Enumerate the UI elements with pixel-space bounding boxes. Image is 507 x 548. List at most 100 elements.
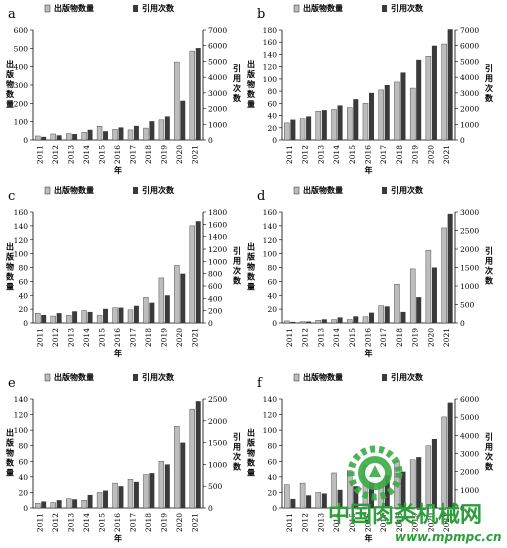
y-tick-label-left: 180	[263, 26, 278, 35]
x-axis-title: 年	[365, 348, 373, 358]
bar-pub-2019	[409, 87, 416, 141]
bar-cite-2011	[290, 498, 296, 508]
x-tick-label: 2021	[190, 513, 199, 532]
x-tick-label: 2017	[128, 328, 137, 347]
bar-cite-2020	[180, 273, 186, 323]
x-tick-label: 2013	[67, 513, 76, 532]
bar-cite-2019	[164, 464, 170, 508]
bar-pub-2021	[189, 225, 195, 324]
y-tick-label-right: 5000	[208, 57, 227, 66]
bar-cite-2019	[416, 457, 422, 508]
legend-swatch-pub	[293, 186, 300, 195]
bar-pub-2019	[158, 119, 165, 141]
y-tick-label-left: 100	[14, 250, 29, 259]
x-tick-label: 2021	[190, 328, 199, 347]
bar-pub-2012	[50, 133, 56, 141]
bar-pub-2015	[96, 126, 103, 141]
bar-pub-2011	[35, 313, 41, 324]
bar-pub-2019	[409, 459, 416, 509]
y-tick-label-right: 400	[208, 294, 223, 303]
bar-cite-2014	[337, 105, 343, 140]
bar-pub-2014	[331, 472, 337, 509]
bar-cite-2021	[447, 402, 453, 508]
watermark-text-cn: 中国肉类机械网	[328, 503, 482, 528]
y-tick-label-right: 0	[208, 504, 213, 513]
y-tick-label-right: 1000	[460, 282, 479, 291]
y-tick-label-left: 60	[267, 277, 277, 286]
bar-cite-2012	[306, 495, 312, 508]
bar-pub-2018	[394, 283, 400, 324]
y-axis-title-right: 引用次数	[232, 246, 242, 286]
x-tick-label: 2019	[159, 145, 168, 164]
x-tick-label: 2018	[395, 145, 404, 164]
x-tick-label: 2014	[82, 328, 91, 347]
y-tick-label-left: 100	[263, 75, 278, 84]
bar-cite-2015	[353, 486, 359, 508]
panel-letter: c	[8, 189, 15, 204]
y-tick-label-right: 5000	[460, 413, 479, 422]
bar-cite-2017	[384, 306, 390, 323]
panel-letter: e	[8, 376, 16, 391]
watermark-url: www.mpmpc.cn	[395, 530, 502, 544]
x-tick-label: 2011	[285, 513, 294, 532]
y-tick-label-right: 1000	[208, 120, 227, 129]
y-tick-label-right: 6000	[460, 42, 479, 51]
x-tick-label: 2020	[426, 145, 435, 164]
legend-label-pub: 出版物数量	[303, 372, 343, 382]
x-tick-label: 2015	[98, 145, 107, 164]
y-tick-label-left: 300	[14, 81, 29, 90]
chart-panel-c: c 出版物数量 引用次数020406080100120140160020040060…	[5, 185, 242, 358]
bar-pub-2013	[315, 111, 322, 141]
y-tick-label-left: 100	[263, 426, 278, 435]
bar-pub-2020	[174, 265, 180, 324]
y-tick-label-left: 100	[263, 250, 278, 259]
bar-cite-2011	[41, 136, 47, 140]
bar-cite-2014	[337, 317, 343, 323]
y-tick-label-left: 0	[272, 504, 277, 513]
y-tick-label-right: 0	[208, 319, 213, 328]
y-axis-title-right: 引用次数	[232, 432, 242, 472]
y-tick-label-left: 80	[18, 442, 28, 451]
legend-swatch-pub	[293, 373, 300, 382]
x-tick-label: 2019	[411, 328, 420, 347]
y-tick-label-left: 140	[14, 395, 29, 404]
y-tick-label-left: 80	[267, 87, 277, 96]
bar-cite-2018	[400, 311, 406, 323]
y-tick-label-right: 500	[208, 482, 223, 491]
y-axis-title-left: 出版物数量	[246, 242, 256, 292]
bar-pub-2016	[362, 316, 369, 324]
y-tick-label-left: 200	[14, 99, 29, 108]
bar-cite-2020	[431, 267, 437, 323]
bar-cite-2011	[290, 321, 296, 323]
bar-cite-2014	[87, 311, 93, 323]
bar-pub-2016	[362, 103, 369, 141]
watermark: 中国肉类机械网 www.mpmpc.cn	[328, 445, 502, 544]
bar-cite-2016	[369, 480, 375, 508]
y-tick-label-left: 140	[263, 395, 278, 404]
x-tick-label: 2018	[144, 145, 153, 164]
bar-pub-2012	[50, 502, 56, 509]
bar-pub-2011	[284, 320, 290, 324]
y-tick-label-right: 3000	[460, 89, 479, 98]
bar-pub-2013	[65, 315, 72, 324]
x-tick-label: 2015	[348, 328, 357, 347]
y-axis-title-right: 引用次数	[484, 63, 494, 103]
x-tick-label: 2017	[128, 145, 137, 164]
x-tick-label: 2012	[301, 328, 310, 347]
bar-cite-2020	[180, 100, 186, 140]
y-tick-label-left: 20	[267, 305, 277, 314]
y-tick-label-left: 80	[18, 264, 28, 273]
bar-cite-2018	[400, 72, 406, 140]
y-tick-label-left: 40	[267, 473, 277, 482]
bar-cite-2014	[87, 494, 93, 508]
x-tick-label: 2018	[395, 328, 404, 347]
y-axis-title-left: 出版物数量	[246, 59, 256, 109]
bar-cite-2011	[41, 314, 47, 323]
y-tick-label-right: 0	[460, 319, 465, 328]
x-axis-title: 年	[114, 348, 122, 358]
y-tick-label-left: 40	[267, 291, 277, 300]
y-tick-label-left: 160	[263, 38, 278, 47]
x-tick-label: 2017	[128, 513, 137, 532]
x-tick-label: 2015	[348, 145, 357, 164]
x-tick-label: 2021	[442, 145, 451, 164]
